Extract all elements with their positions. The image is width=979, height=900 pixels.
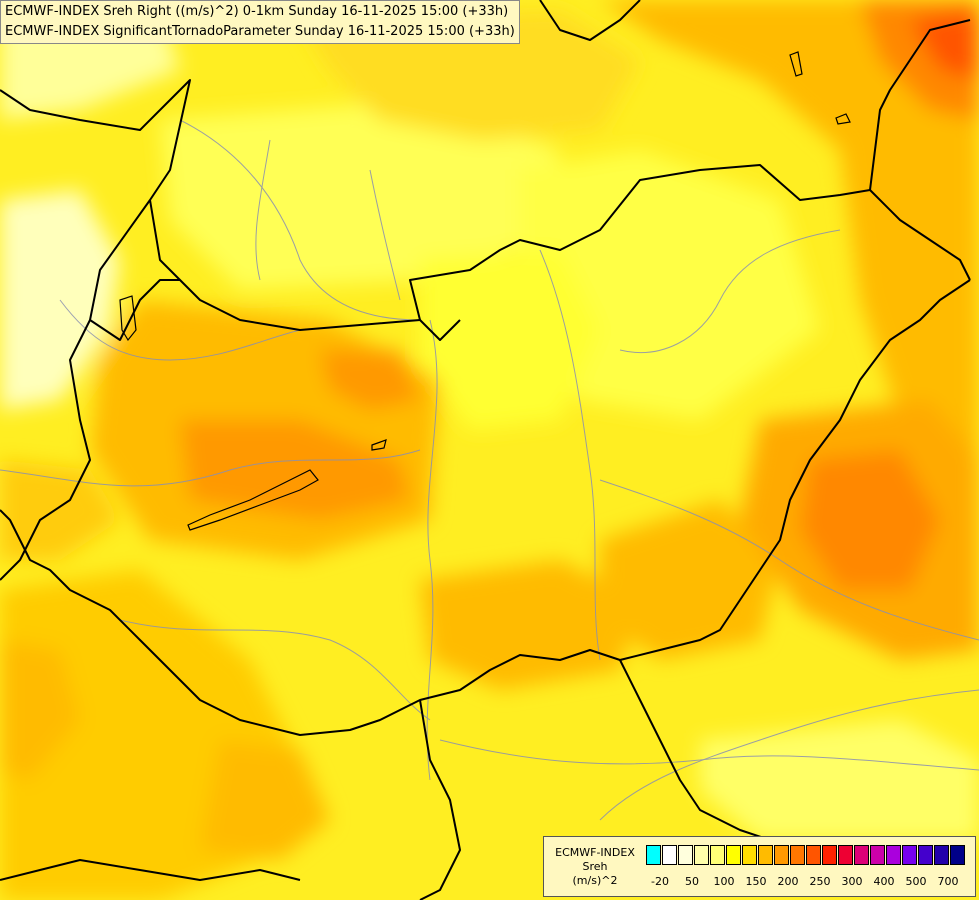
legend-title: ECMWF-INDEX Sreh (m/s)^2 — [548, 846, 642, 888]
rivers — [0, 119, 979, 821]
legend-ticks: -20 50 100 150 200 250 300 400 500 700 — [646, 875, 976, 889]
legend-tick-label: 250 — [809, 875, 831, 888]
legend-swatch — [918, 845, 933, 865]
title-line-1: ECMWF-INDEX Sreh Right ((m/s)^2) 0-1km S… — [5, 4, 509, 19]
legend-swatch — [838, 845, 853, 865]
legend-swatch — [774, 845, 789, 865]
legend-swatch — [902, 845, 917, 865]
legend-swatch — [886, 845, 901, 865]
legend-tick-label: 400 — [873, 875, 895, 888]
legend-swatch — [694, 845, 709, 865]
legend-tick-label: 700 — [937, 875, 959, 888]
color-legend: ECMWF-INDEX Sreh (m/s)^2 -20 50 100 150 200 2… — [543, 836, 976, 897]
legend-swatch — [678, 845, 693, 865]
legend-swatch — [646, 845, 661, 865]
legend-tick-label: -20 — [651, 875, 669, 888]
legend-swatch — [710, 845, 725, 865]
legend-tick-label: 150 — [745, 875, 767, 888]
legend-tick-label: 50 — [685, 875, 699, 888]
legend-swatch — [822, 845, 837, 865]
legend-swatch — [870, 845, 885, 865]
lakes — [119, 51, 851, 531]
legend-tick-label: 300 — [841, 875, 863, 888]
title-line-2: ECMWF-INDEX SignificantTornadoParameter … — [5, 24, 515, 39]
legend-tick-label: 100 — [713, 875, 735, 888]
legend-swatch — [854, 845, 869, 865]
legend-swatch — [806, 845, 821, 865]
legend-title-line-3: (m/s)^2 — [572, 874, 618, 887]
legend-swatch — [934, 845, 949, 865]
legend-swatch — [662, 845, 677, 865]
legend-swatch — [790, 845, 805, 865]
legend-swatch — [758, 845, 773, 865]
legend-title-line-1: ECMWF-INDEX — [555, 846, 635, 859]
legend-tick-label: 200 — [777, 875, 799, 888]
legend-swatch — [950, 845, 965, 865]
legend-swatch — [726, 845, 741, 865]
legend-tick-label: 500 — [905, 875, 927, 888]
legend-swatches — [646, 845, 966, 865]
legend-swatch — [742, 845, 757, 865]
legend-title-line-2: Sreh — [582, 860, 608, 873]
chart-title-box: ECMWF-INDEX Sreh Right ((m/s)^2) 0-1km S… — [0, 0, 520, 44]
